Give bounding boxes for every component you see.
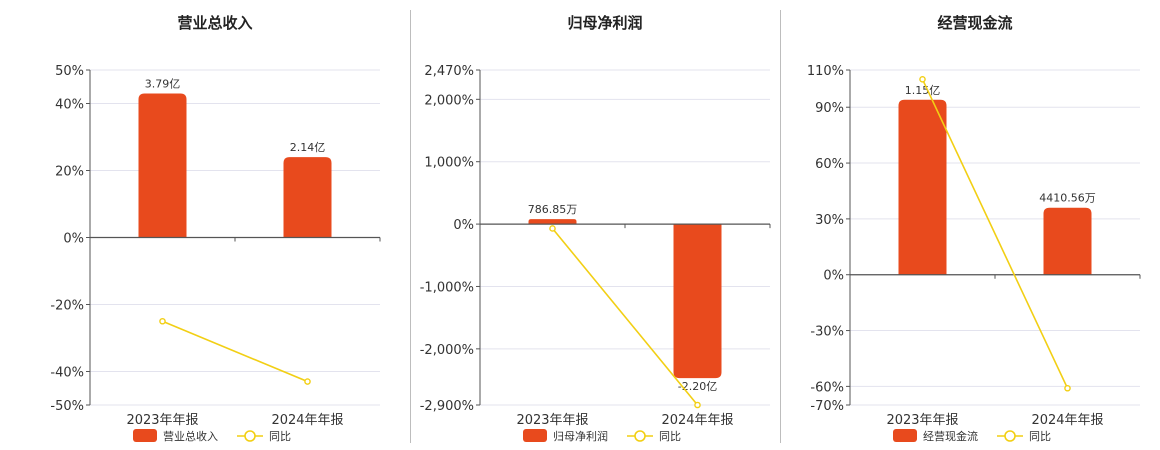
yoy-point [1064, 384, 1071, 392]
bar-data-label: 3.79亿 [145, 77, 181, 90]
bar-data-label: -2.20亿 [678, 380, 717, 393]
yoy-point [919, 76, 926, 83]
x-category-label: 2023年年报 [126, 413, 198, 428]
legend-line-marker [244, 430, 256, 442]
y-tick-label: -20% [50, 299, 84, 314]
legend-bar-swatch [133, 429, 157, 442]
x-category-label: 2024年年报 [661, 413, 733, 428]
y-tick-label: 0% [63, 232, 84, 247]
chart-title: 经营现金流 [937, 14, 1012, 32]
bar-data-label: 786.85万 [528, 203, 578, 216]
legend-line-marker [1004, 430, 1016, 442]
bar [898, 99, 947, 275]
bar-data-label: 4410.56万 [1039, 192, 1096, 205]
legend-bar-swatch [893, 429, 917, 442]
y-tick-label: 2,470% [424, 64, 474, 79]
x-category-label: 2024年年报 [271, 413, 343, 428]
yoy-point [694, 401, 701, 409]
bar-data-label: 2.14亿 [290, 141, 326, 154]
y-tick-label: 1,000% [424, 156, 474, 171]
legend-line-label: 同比 [659, 430, 681, 443]
legend-bar-label: 营业总收入 [163, 429, 218, 443]
yoy-line [551, 227, 699, 406]
legend-line-label: 同比 [1029, 430, 1051, 443]
chart-svg: 归母净利润 2,470% 2,000% 1,000% 0% -1,000% -2,000% -… [420, 14, 771, 443]
y-tick-label: -60% [810, 380, 844, 395]
legend-bar-label: 归母净利润 [553, 429, 608, 443]
chart-title: 归母净利润 [567, 14, 642, 32]
y-tick-label: -2,900% [420, 399, 474, 414]
bar [283, 157, 332, 238]
chart-svg: 经营现金流 110% 90% 60% 30% 0% -30% -60% -70% 1.15亿 441… [807, 14, 1141, 443]
panel-divider [780, 10, 781, 443]
yoy-line [162, 320, 308, 383]
chart-net-profit: 归母净利润 2,470% 2,000% 1,000% 0% -1,000% -2,000% -… [390, 0, 771, 450]
y-tick-label: 0% [823, 269, 844, 284]
y-tick-label: 90% [815, 101, 844, 116]
y-tick-label: 2,000% [424, 93, 474, 108]
x-category-label: 2023年年报 [886, 413, 958, 428]
yoy-line [921, 78, 1069, 389]
bar [528, 219, 577, 225]
y-tick-label: 0% [453, 218, 474, 233]
y-tick-label: 60% [815, 157, 844, 172]
y-tick-label: -50% [50, 399, 84, 414]
bar-data-label: 1.15亿 [905, 84, 941, 97]
y-tick-label: 20% [55, 165, 84, 180]
panel-divider [410, 10, 411, 443]
y-tick-label: -1,000% [420, 280, 474, 295]
y-tick-label: -30% [810, 325, 844, 340]
y-tick-label: 50% [55, 64, 84, 79]
bar [673, 224, 722, 379]
x-category-label: 2023年年报 [516, 413, 588, 428]
y-tick-label: 110% [807, 64, 844, 79]
chart-title: 营业总收入 [177, 14, 252, 32]
y-tick-label: -2,000% [420, 343, 474, 358]
yoy-point [549, 225, 556, 232]
legend-bar-swatch [523, 429, 547, 442]
chart-svg: 营业总收入 50% 40% 20% 0% -20% -40% -50% 3.79亿 2.14亿 20… [50, 14, 381, 443]
y-tick-label: -70% [810, 399, 844, 414]
x-category-label: 2024年年报 [1031, 413, 1103, 428]
y-tick-label: 40% [55, 98, 84, 113]
legend-line-marker [634, 430, 646, 442]
y-tick-label: 30% [815, 213, 844, 228]
yoy-point [304, 378, 311, 385]
chart-cash-flow: 经营现金流 110% 90% 60% 30% 0% -30% -60% -70% 1.15亿 441… [760, 0, 1141, 450]
legend-bar-label: 经营现金流 [923, 429, 978, 443]
yoy-point [159, 317, 166, 325]
y-tick-label: -40% [50, 366, 84, 381]
chart-revenue: 营业总收入 50% 40% 20% 0% -20% -40% -50% 3.79亿 2.14亿 20… [0, 0, 381, 450]
bar [1043, 207, 1092, 275]
bar [138, 93, 187, 238]
legend-line-label: 同比 [269, 430, 291, 443]
